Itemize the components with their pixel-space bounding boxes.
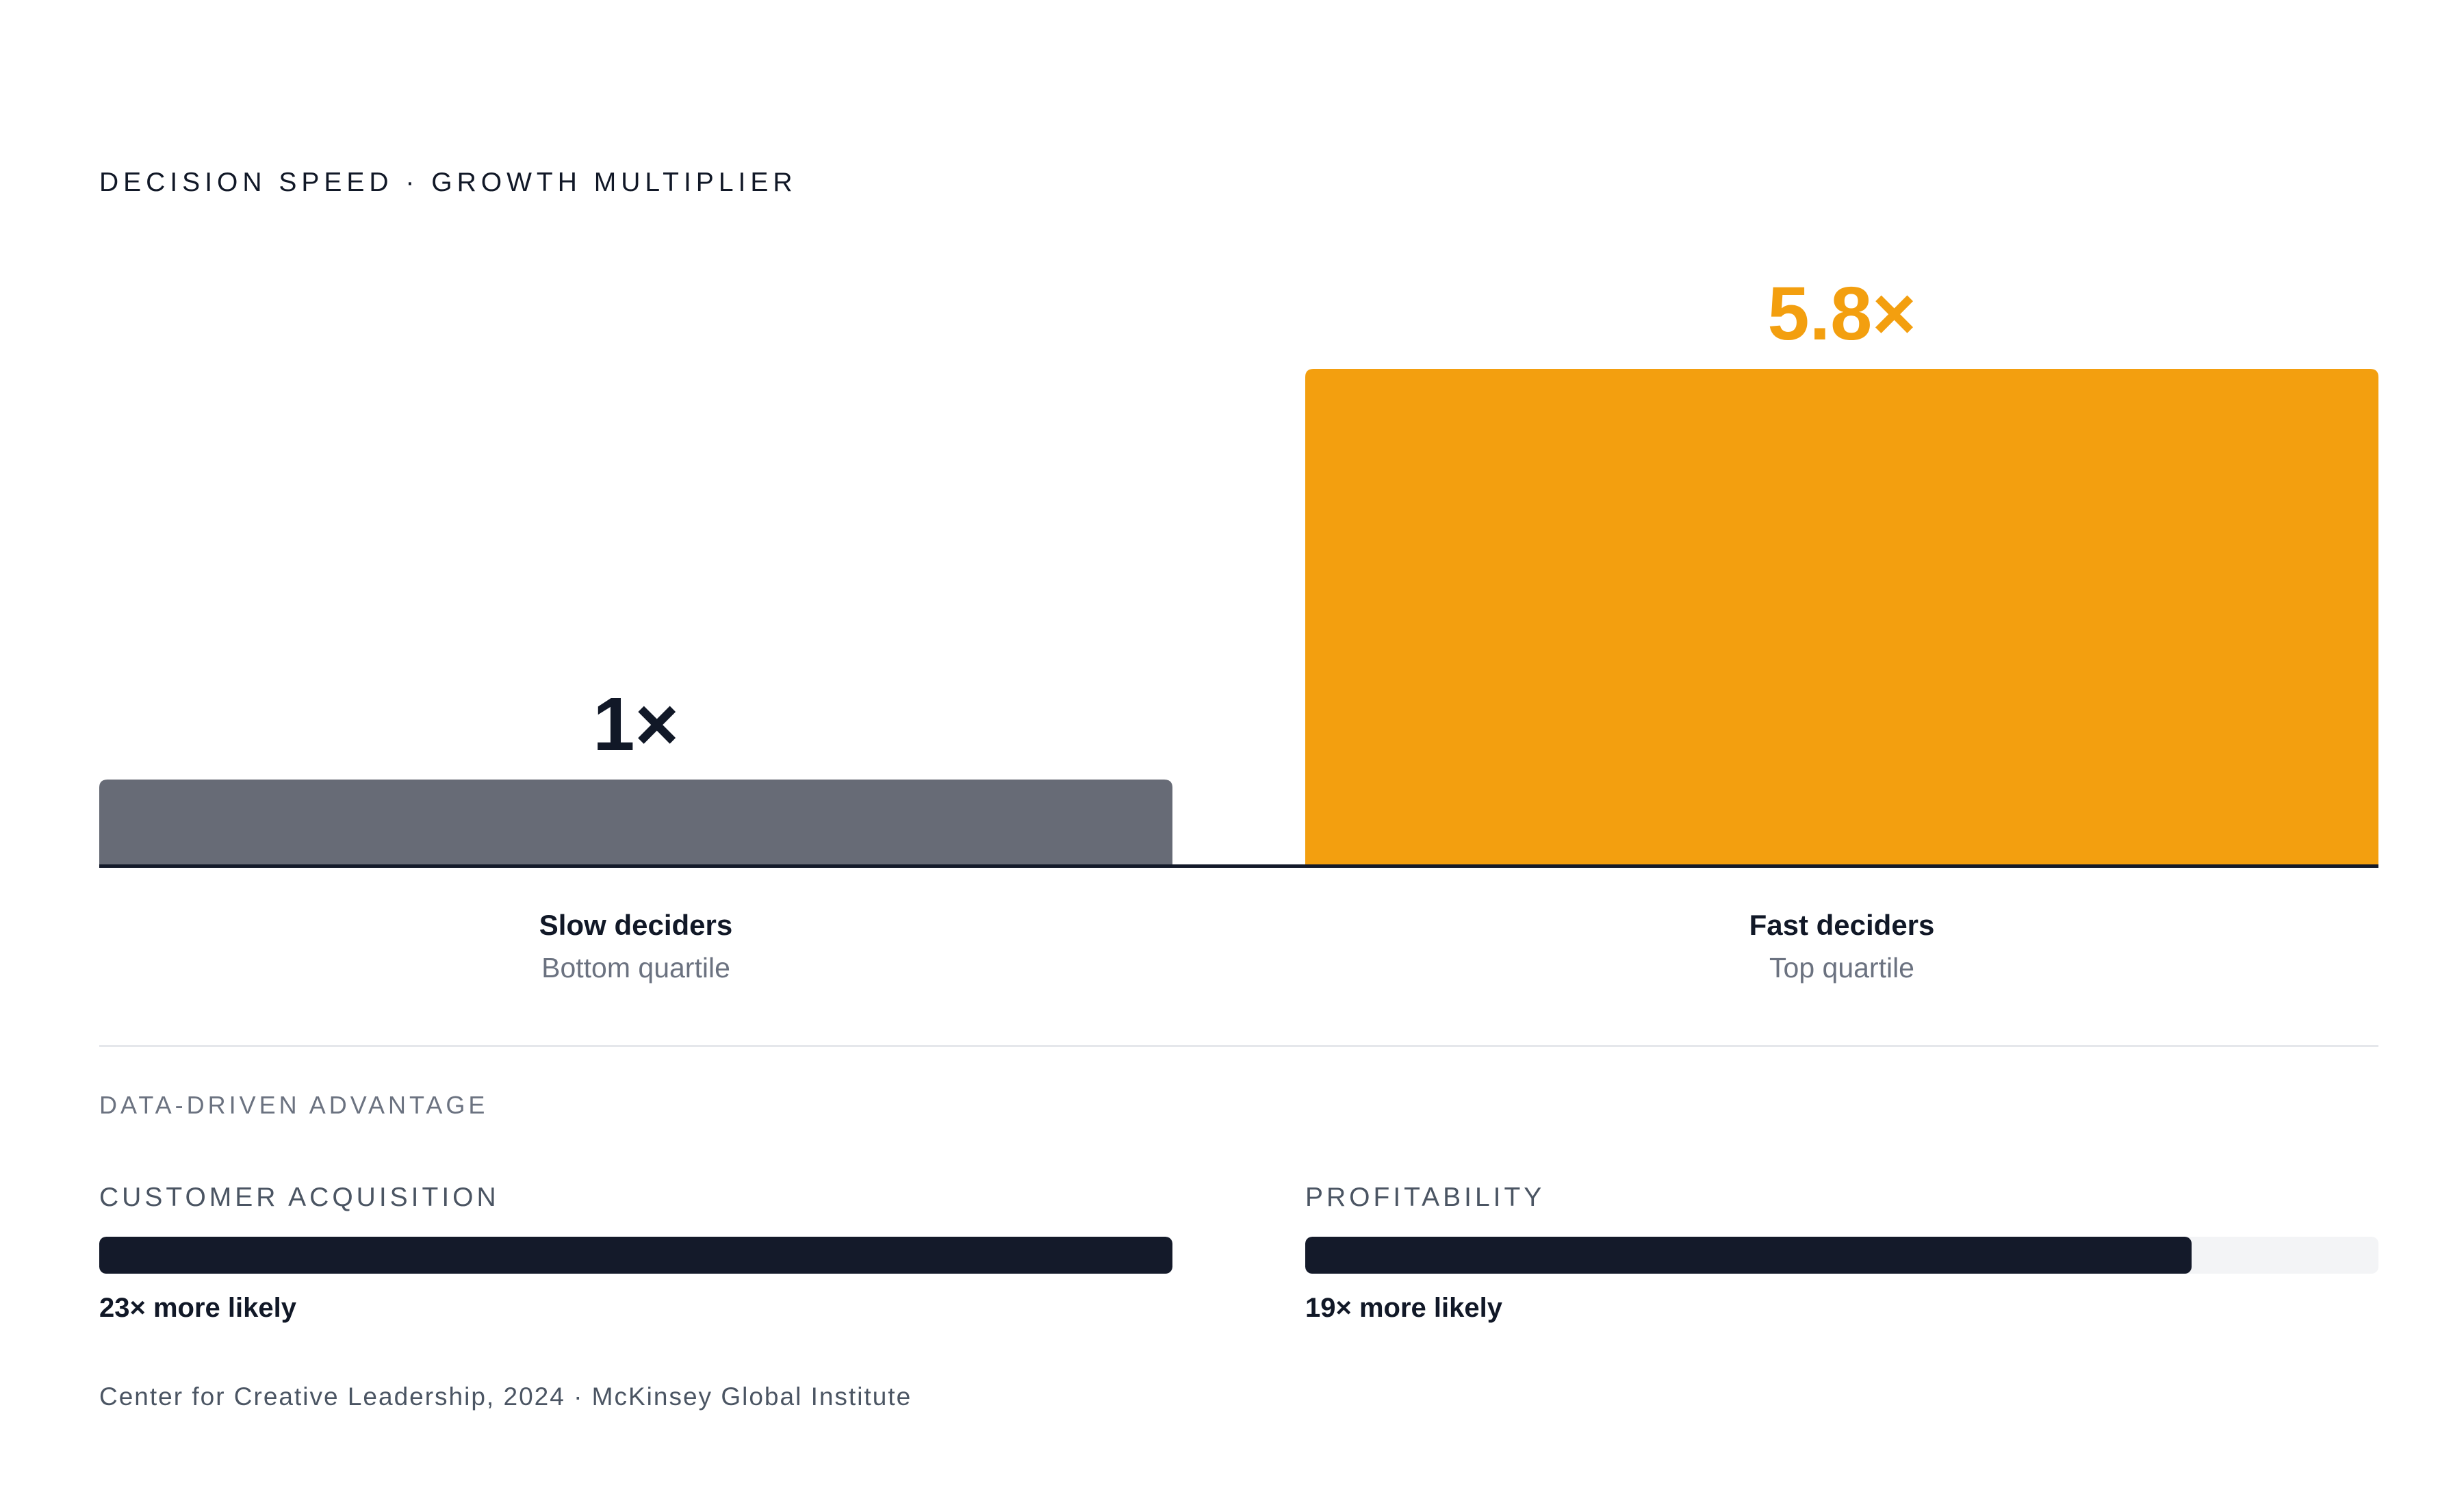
progress-track [99, 1237, 1172, 1274]
progress-track [1305, 1237, 2378, 1274]
advantage-section-label: DATA-DRIVEN ADVANTAGE [99, 1091, 489, 1119]
bar-chart [99, 369, 2378, 868]
metric-profitability: PROFITABILITY 19× more likely [1305, 1183, 2378, 1324]
category-label-slow: Slow deciders [539, 909, 733, 941]
chart-baseline [99, 864, 2378, 868]
metric-value: 19× more likely [1305, 1293, 1502, 1323]
section-divider [99, 1045, 2378, 1047]
metric-customer-acquisition: CUSTOMER ACQUISITION 23× more likely [99, 1183, 1172, 1324]
bar-value-label-slow: 1× [593, 682, 679, 767]
metric-value: 23× more likely [99, 1293, 296, 1323]
source-citation: Center for Creative Leadership, 2024 · M… [99, 1382, 912, 1411]
category-label-fast: Fast deciders [1749, 909, 1935, 941]
progress-fill [1305, 1237, 2192, 1274]
bar-slow-deciders [99, 780, 1172, 865]
chart-title: DECISION SPEED · GROWTH MULTIPLIER [99, 168, 797, 197]
bar-value-label-fast: 5.8× [1767, 272, 1916, 356]
category-sublabel-slow: Bottom quartile [541, 952, 730, 983]
category-sublabel-fast: Top quartile [1769, 952, 1914, 983]
metric-label: CUSTOMER ACQUISITION [99, 1183, 500, 1212]
progress-fill [99, 1237, 1172, 1274]
bar-fast-deciders [1305, 369, 2378, 865]
metric-label: PROFITABILITY [1305, 1183, 1545, 1212]
